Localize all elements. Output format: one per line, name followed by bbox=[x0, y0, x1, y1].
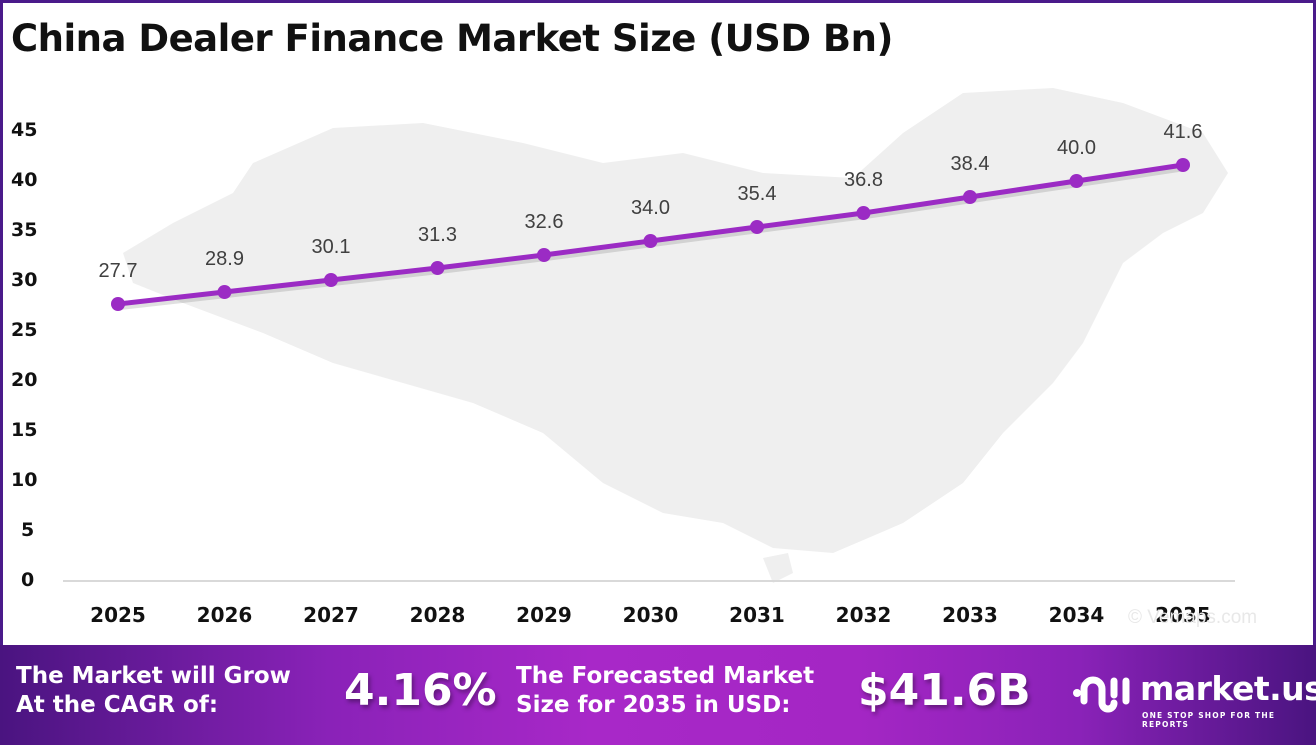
logo-name: market.us bbox=[1140, 669, 1316, 708]
data-label: 27.7 bbox=[98, 260, 138, 282]
data-point-marker bbox=[430, 261, 445, 275]
logo-tagline: ONE STOP SHOP FOR THE REPORTS bbox=[1142, 711, 1276, 729]
y-tick-label: 0 bbox=[21, 569, 35, 591]
forecast-label-line1: The Forecasted Market bbox=[516, 663, 815, 689]
data-label: 31.3 bbox=[418, 224, 457, 246]
data-point-marker bbox=[1176, 158, 1190, 172]
market-us-logo-icon bbox=[1073, 676, 1130, 713]
data-label: 34.0 bbox=[631, 197, 670, 219]
series-line bbox=[111, 158, 1190, 311]
x-tick-label: 2028 bbox=[409, 603, 466, 627]
data-label: 28.9 bbox=[205, 248, 244, 270]
data-point-marker bbox=[537, 248, 551, 262]
forecast-value: $41.6B bbox=[858, 665, 1031, 716]
x-tick-label: 2034 bbox=[1048, 603, 1105, 627]
data-label: 41.6 bbox=[1163, 121, 1203, 143]
y-tick-label: 15 bbox=[11, 419, 38, 441]
cagr-label-line2: At the CAGR of: bbox=[16, 692, 219, 718]
cagr-label-line1: The Market will Grow bbox=[16, 663, 291, 689]
data-point-marker bbox=[111, 297, 125, 311]
footer-banner: The Market will Grow At the CAGR of: 4.1… bbox=[0, 645, 1316, 745]
watermark: © Vemaps.com bbox=[1128, 607, 1258, 628]
cagr-value: 4.16% bbox=[344, 665, 497, 716]
data-label: 30.1 bbox=[311, 236, 351, 258]
y-tick-label: 35 bbox=[11, 219, 38, 241]
y-tick-label: 20 bbox=[11, 369, 38, 391]
y-tick-label: 25 bbox=[11, 319, 38, 341]
data-point-marker bbox=[856, 206, 871, 220]
x-tick-label: 2035 bbox=[1155, 603, 1211, 627]
data-point-marker bbox=[217, 285, 232, 299]
line-chart bbox=[63, 88, 1235, 583]
x-tick-label: 2027 bbox=[303, 603, 359, 627]
x-tick-label: 2033 bbox=[942, 603, 998, 627]
data-label: 32.6 bbox=[524, 211, 564, 233]
x-tick-label: 2025 bbox=[90, 603, 146, 627]
y-tick-label: 5 bbox=[21, 519, 35, 541]
x-tick-label: 2029 bbox=[516, 603, 572, 627]
data-point-marker bbox=[750, 220, 764, 234]
x-tick-label: 2030 bbox=[622, 603, 679, 627]
x-tick-label: 2026 bbox=[196, 603, 253, 627]
data-point-marker bbox=[324, 273, 338, 287]
cagr-label: The Market will Grow At the CAGR of: bbox=[16, 662, 291, 720]
y-tick-label: 30 bbox=[11, 269, 38, 291]
y-tick-label: 10 bbox=[11, 469, 38, 491]
data-point-marker bbox=[1069, 174, 1084, 188]
forecast-label: The Forecasted Market Size for 2035 in U… bbox=[516, 662, 814, 720]
data-label: 38.4 bbox=[950, 153, 990, 175]
data-label: 36.8 bbox=[844, 169, 883, 191]
y-tick-label: 45 bbox=[11, 119, 38, 141]
x-tick-label: 2031 bbox=[729, 603, 785, 627]
data-label: 35.4 bbox=[737, 183, 777, 205]
hainan-island bbox=[763, 553, 793, 583]
data-point-marker bbox=[963, 190, 977, 204]
x-tick-label: 2032 bbox=[835, 603, 892, 627]
y-tick-label: 40 bbox=[11, 169, 38, 191]
china-map-background bbox=[123, 88, 1228, 553]
data-label: 40.0 bbox=[1057, 137, 1096, 159]
forecast-label-line2: Size for 2035 in USD: bbox=[516, 692, 791, 718]
chart-title: China Dealer Finance Market Size (USD Bn… bbox=[11, 17, 893, 60]
data-point-marker bbox=[643, 234, 658, 248]
